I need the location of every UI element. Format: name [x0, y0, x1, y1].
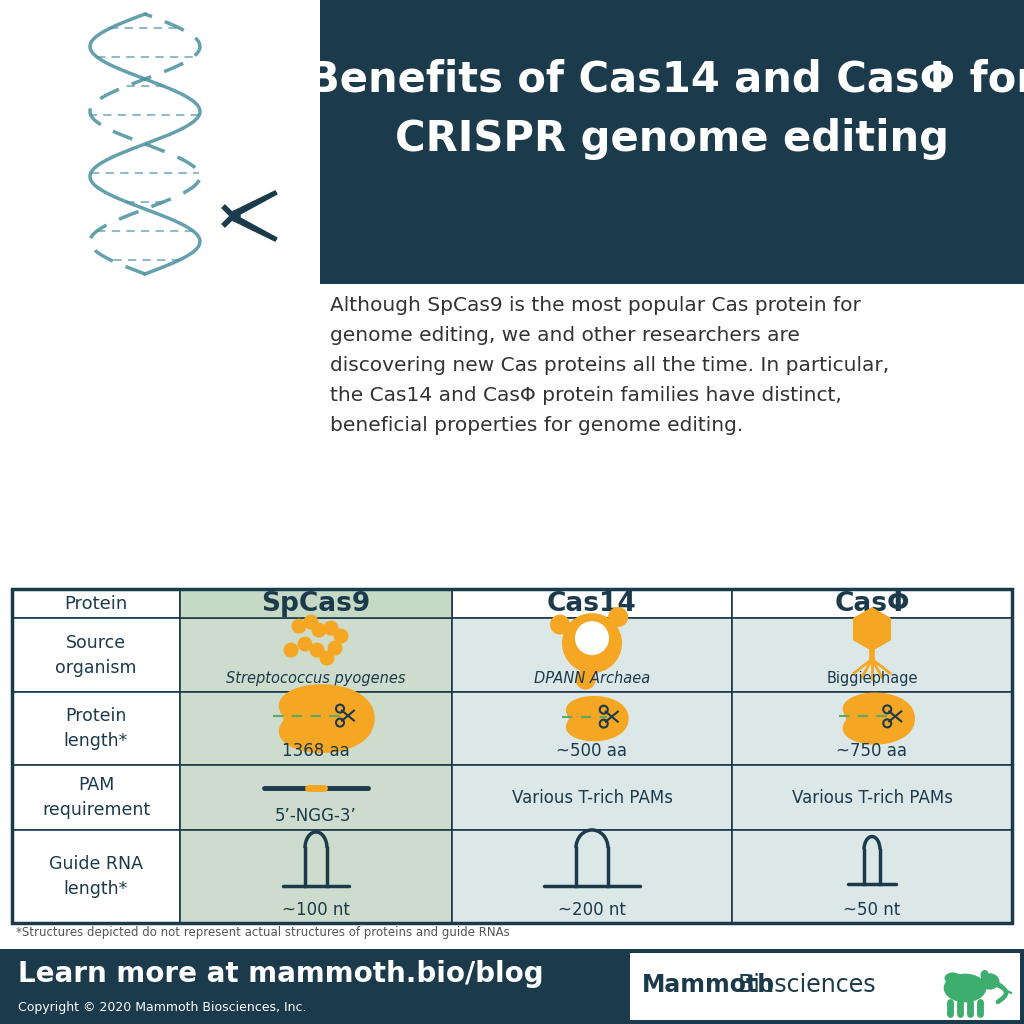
Text: Source
organism: Source organism [55, 634, 137, 677]
Text: Guide RNA
length*: Guide RNA length* [49, 855, 143, 898]
FancyBboxPatch shape [180, 618, 452, 692]
Text: Biosciences: Biosciences [738, 973, 877, 997]
Circle shape [230, 211, 240, 221]
Circle shape [562, 613, 622, 673]
Text: DPANN Archaea: DPANN Archaea [534, 671, 650, 686]
FancyBboxPatch shape [732, 830, 1012, 923]
FancyBboxPatch shape [732, 618, 1012, 692]
Text: discovering new Cas proteins all the time. In particular,: discovering new Cas proteins all the tim… [330, 356, 889, 375]
FancyBboxPatch shape [732, 765, 1012, 830]
FancyBboxPatch shape [0, 949, 1024, 1024]
FancyBboxPatch shape [452, 589, 732, 618]
Circle shape [334, 629, 348, 644]
Circle shape [292, 618, 306, 634]
Text: ~750 aa: ~750 aa [837, 742, 907, 761]
Polygon shape [853, 607, 891, 651]
Ellipse shape [944, 973, 961, 984]
Text: CRISPR genome editing: CRISPR genome editing [395, 118, 949, 160]
Circle shape [311, 623, 327, 638]
Circle shape [550, 614, 570, 635]
Circle shape [608, 607, 628, 627]
Text: Cas14: Cas14 [547, 591, 637, 616]
Polygon shape [280, 685, 374, 753]
FancyBboxPatch shape [319, 0, 1024, 284]
FancyBboxPatch shape [180, 589, 452, 618]
FancyBboxPatch shape [732, 589, 1012, 618]
FancyBboxPatch shape [12, 765, 180, 830]
Circle shape [303, 614, 318, 630]
FancyBboxPatch shape [180, 765, 452, 830]
Text: Biggiephage: Biggiephage [826, 671, 918, 686]
Circle shape [328, 641, 342, 655]
Circle shape [575, 670, 596, 689]
Text: *Structures depicted do not represent actual structures of proteins and guide RN: *Structures depicted do not represent ac… [16, 926, 510, 939]
Polygon shape [230, 214, 278, 241]
Polygon shape [844, 693, 914, 744]
Text: the Cas14 and CasΦ protein families have distinct,: the Cas14 and CasΦ protein families have… [330, 386, 842, 406]
Text: beneficial properties for genome editing.: beneficial properties for genome editing… [330, 416, 743, 435]
FancyBboxPatch shape [452, 692, 732, 765]
Text: Learn more at mammoth.bio/blog: Learn more at mammoth.bio/blog [18, 959, 544, 988]
Text: Protein: Protein [65, 595, 128, 612]
Circle shape [284, 643, 299, 657]
Circle shape [319, 650, 335, 666]
Text: PAM
requirement: PAM requirement [42, 776, 151, 819]
FancyBboxPatch shape [630, 953, 1020, 1020]
Ellipse shape [944, 974, 986, 1002]
Text: Benefits of Cas14 and CasΦ for: Benefits of Cas14 and CasΦ for [307, 58, 1024, 100]
FancyBboxPatch shape [12, 692, 180, 765]
Text: Copyright © 2020 Mammoth Biosciences, Inc.: Copyright © 2020 Mammoth Biosciences, In… [18, 1001, 306, 1014]
Text: ~100 nt: ~100 nt [282, 901, 350, 919]
Ellipse shape [980, 973, 999, 989]
Text: Various T-rich PAMs: Various T-rich PAMs [512, 788, 673, 807]
Text: Streptococcus pyogenes: Streptococcus pyogenes [226, 671, 406, 686]
Text: 5’-NGG-3’: 5’-NGG-3’ [275, 808, 357, 825]
Polygon shape [230, 191, 278, 218]
Circle shape [324, 621, 339, 636]
FancyBboxPatch shape [12, 589, 180, 618]
FancyBboxPatch shape [12, 830, 180, 923]
Text: SpCas9: SpCas9 [261, 591, 371, 616]
FancyBboxPatch shape [180, 589, 452, 618]
FancyBboxPatch shape [732, 692, 1012, 765]
Polygon shape [566, 696, 628, 740]
Ellipse shape [981, 970, 989, 980]
FancyBboxPatch shape [452, 765, 732, 830]
Text: ~50 nt: ~50 nt [844, 901, 901, 919]
Text: Although SpCas9 is the most popular Cas protein for: Although SpCas9 is the most popular Cas … [330, 296, 861, 315]
Text: Protein
length*: Protein length* [63, 708, 128, 751]
Text: ~200 nt: ~200 nt [558, 901, 626, 919]
Text: 1368 aa: 1368 aa [283, 742, 350, 761]
Text: ~500 aa: ~500 aa [556, 742, 628, 761]
Circle shape [298, 637, 312, 651]
FancyBboxPatch shape [12, 618, 180, 692]
FancyBboxPatch shape [452, 618, 732, 692]
FancyBboxPatch shape [452, 830, 732, 923]
FancyBboxPatch shape [180, 830, 452, 923]
Circle shape [575, 622, 609, 655]
Text: Mammoth: Mammoth [642, 973, 775, 997]
FancyBboxPatch shape [180, 692, 452, 765]
Text: Various T-rich PAMs: Various T-rich PAMs [792, 788, 952, 807]
Text: CasΦ: CasΦ [835, 591, 909, 616]
Circle shape [309, 643, 325, 657]
Text: genome editing, we and other researchers are: genome editing, we and other researchers… [330, 326, 800, 345]
